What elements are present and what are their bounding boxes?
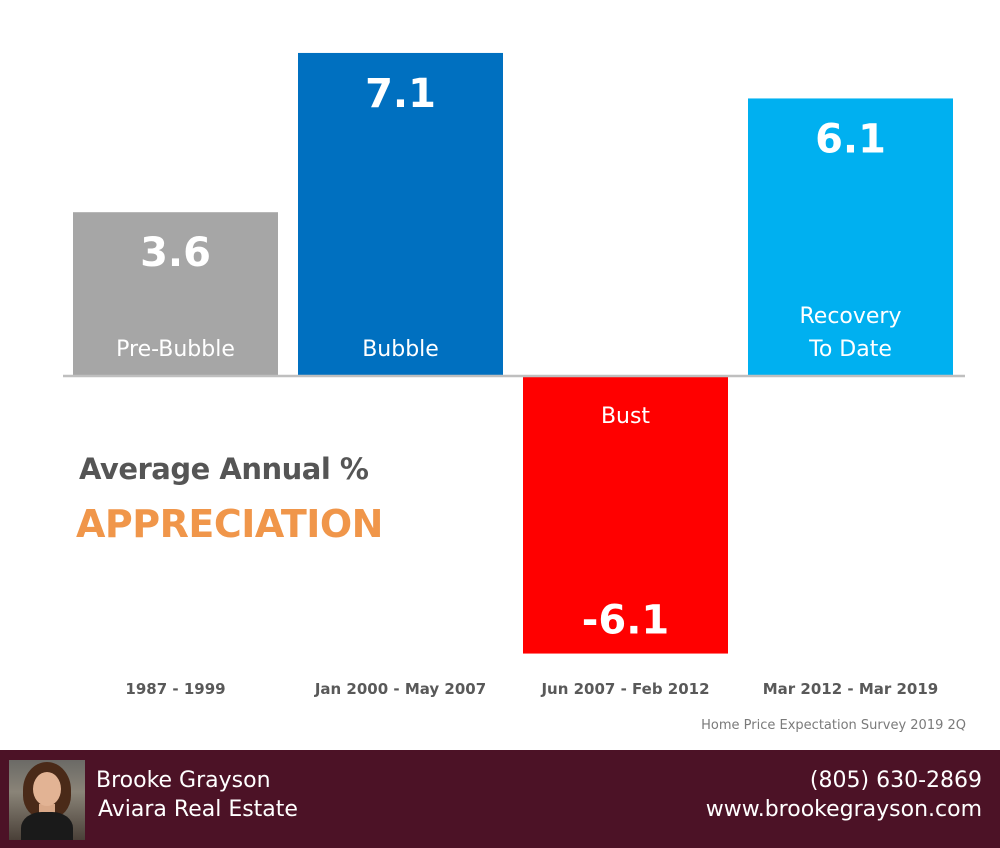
chart-subtitle: APPRECIATION [76,502,383,546]
agent-website-link[interactable]: www.brookegrayson.com [705,797,982,822]
bar-2 [298,52,503,376]
agent-photo [9,760,85,840]
bar-1 [73,212,278,376]
chart-title: Average Annual % [79,452,369,486]
category-label: Jun 2007 - Feb 2012 [540,680,709,698]
agent-name: Brooke Grayson [96,768,271,793]
bar-3 [523,376,728,654]
bar-4 [748,98,953,376]
bar-value-label: 7.1 [365,71,436,117]
bar-phase-label: Recovery [799,304,901,329]
agent-company: Aviara Real Estate [98,797,298,822]
category-label: Mar 2012 - Mar 2019 [763,680,939,698]
source-note: Home Price Expectation Survey 2019 2Q [701,718,966,733]
agent-phone[interactable]: (805) 630-2869 [809,768,982,793]
bar-phase-label: Bubble [362,337,439,362]
bar-phase-label: Pre-Bubble [116,337,235,362]
bar-value-label: -6.1 [582,598,669,644]
agent-footer: Brooke Grayson Aviara Real Estate (805) … [0,750,1000,848]
bar-value-label: 3.6 [140,230,211,276]
bar-value-label: 6.1 [815,116,886,162]
category-label: 1987 - 1999 [125,680,225,698]
category-label: Jan 2000 - May 2007 [314,680,486,698]
bar-phase-label: To Date [808,337,892,362]
bar-chart: 3.6 Pre-Bubble 1987 - 1999 7.1 Bubble Jan 200… [63,52,965,698]
bar-phase-label: Bust [601,404,650,429]
